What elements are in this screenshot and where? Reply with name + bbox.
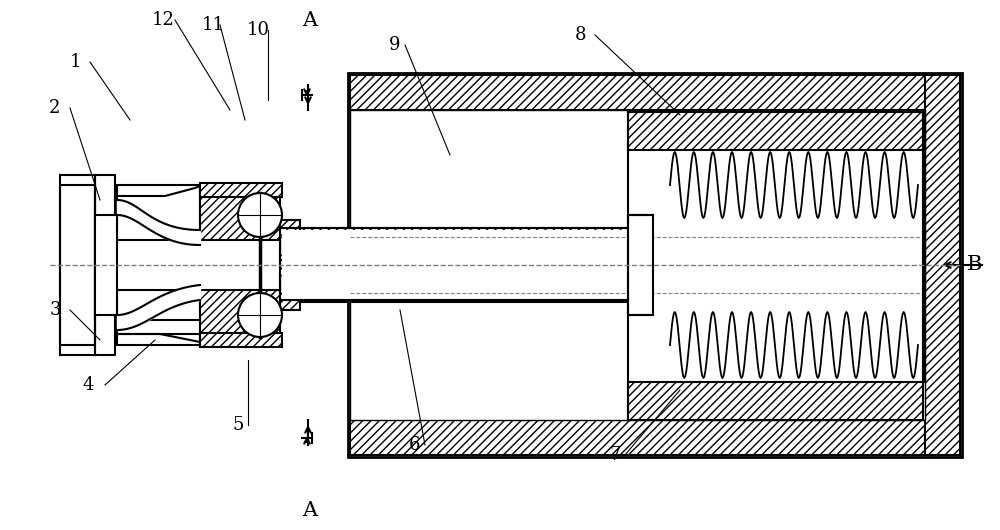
Bar (280, 237, 640, 255)
Bar (280, 275, 640, 293)
Bar (117, 185, 200, 240)
Bar (200, 290, 280, 345)
Text: B: B (967, 255, 983, 275)
Bar (117, 290, 200, 345)
Text: 1: 1 (69, 53, 81, 71)
Bar (350, 110, 925, 420)
Bar (282, 230, 628, 300)
Text: 11: 11 (202, 16, 224, 34)
Text: 8: 8 (574, 26, 586, 44)
Text: 12: 12 (152, 11, 174, 29)
Text: 9: 9 (389, 36, 401, 54)
Bar (200, 183, 282, 197)
Text: 4: 4 (82, 376, 94, 394)
Bar (280, 265, 630, 302)
Bar (350, 75, 960, 110)
Bar (95, 215, 117, 315)
Text: 3: 3 (49, 301, 61, 319)
Text: 2: 2 (49, 99, 61, 117)
Bar (628, 382, 923, 420)
Bar (280, 228, 630, 265)
Bar (200, 185, 280, 240)
Text: 6: 6 (409, 436, 421, 454)
Text: A: A (302, 11, 318, 30)
Bar (628, 215, 653, 315)
Bar (348, 73, 962, 457)
Bar (923, 112, 925, 382)
Text: 10: 10 (246, 21, 270, 39)
Circle shape (238, 193, 282, 237)
Bar (350, 420, 960, 455)
Bar (200, 333, 282, 347)
Text: 7: 7 (609, 446, 621, 464)
Bar (60, 185, 95, 345)
Bar (280, 220, 300, 310)
Text: A: A (302, 500, 318, 519)
Circle shape (238, 293, 282, 337)
Text: 5: 5 (232, 416, 244, 434)
Bar (925, 75, 960, 455)
Bar (628, 112, 923, 150)
